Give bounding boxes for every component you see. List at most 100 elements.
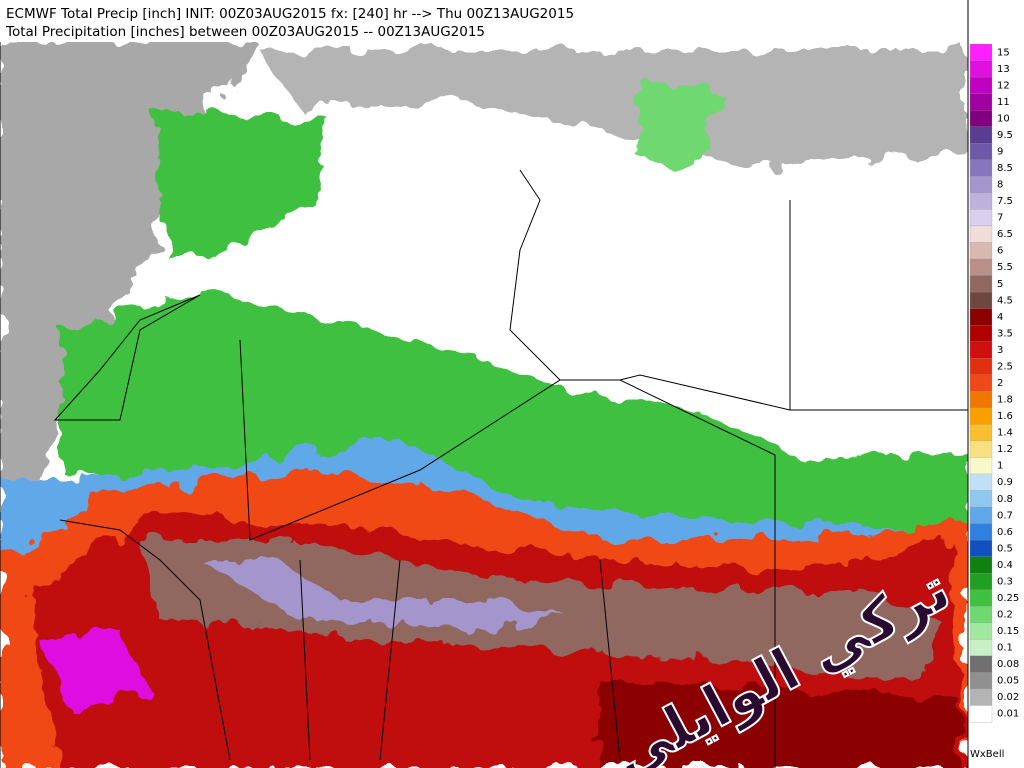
colorbar-label: 3 — [997, 345, 1003, 356]
colorbar-label: 3.5 — [997, 328, 1013, 339]
colorbar-swatch — [969, 324, 993, 343]
colorbar-swatch — [969, 556, 993, 574]
colorbar-swatch — [969, 506, 993, 525]
map — [0, 0, 969, 768]
dark-red-core — [600, 680, 960, 768]
colorbar-swatch — [969, 424, 993, 442]
purple-band — [200, 560, 560, 630]
colorbar-label: 7.5 — [997, 196, 1013, 207]
colorbar-label: 6 — [997, 246, 1003, 257]
colorbar-swatch — [969, 407, 993, 425]
colorbar-swatch — [969, 93, 993, 111]
colorbar-label: 12 — [997, 80, 1010, 91]
colorbar-swatch — [969, 209, 993, 227]
colorbar-label: 0.8 — [997, 494, 1013, 505]
colorbar-swatch — [969, 76, 993, 95]
colorbar-label: 1.6 — [997, 411, 1013, 422]
colorbar-label: 9 — [997, 146, 1003, 157]
med-light-precip — [260, 50, 968, 170]
colorbar-swatch — [969, 275, 993, 293]
colorbar-swatch — [969, 308, 993, 326]
magenta-core — [40, 630, 150, 710]
colorbar-label: 1 — [997, 461, 1003, 472]
colorbar-label: 0.02 — [997, 692, 1019, 703]
colorbar-swatch — [969, 109, 993, 128]
colorbar-swatch — [969, 159, 993, 177]
colorbar-swatch — [969, 358, 993, 376]
colorbar-swatch — [969, 705, 993, 723]
colorbar-swatch — [969, 490, 993, 508]
colorbar-swatch — [969, 655, 993, 674]
colorbar-label: 5.5 — [997, 262, 1013, 273]
colorbar-swatch — [969, 639, 993, 657]
colorbar-label: 0.05 — [997, 676, 1019, 687]
borders — [0, 0, 969, 768]
subtitle: Total Precipitation [inches] between 00Z… — [5, 24, 485, 40]
colorbar-swatch — [969, 126, 993, 144]
colorbar-swatch — [969, 43, 993, 62]
greece-precip — [640, 80, 720, 170]
colorbar-swatch — [969, 225, 993, 244]
colorbar-label: 0.4 — [997, 560, 1013, 571]
colorbar-swatch — [969, 539, 993, 558]
colorbar-swatch — [969, 573, 993, 591]
colorbar-label: 0.08 — [997, 659, 1019, 670]
colorbar-label: 8 — [997, 180, 1003, 191]
colorbar-label: 0.9 — [997, 477, 1013, 488]
colorbar-label: 2 — [997, 378, 1003, 389]
colorbar-label: 0.01 — [997, 709, 1019, 720]
colorbar-label: 1.8 — [997, 395, 1013, 406]
colorbar-swatch — [969, 440, 993, 459]
colorbar-swatch — [969, 391, 993, 409]
colorbar-label: 0.15 — [997, 626, 1019, 637]
border-lines-east — [509, 169, 968, 411]
colorbar-label: 4.5 — [997, 295, 1013, 306]
colorbar-swatch — [969, 473, 993, 492]
colorbar-label: 4 — [997, 312, 1003, 323]
title: ECMWF Total Precip [inch] INIT: 00Z03AUG… — [6, 6, 574, 22]
colorbar-label: 0.5 — [997, 543, 1013, 554]
colorbar-swatch — [969, 258, 993, 277]
colorbar-label: 7 — [997, 213, 1003, 224]
colorbar-label: 1.2 — [997, 444, 1013, 455]
colorbar-swatch — [969, 457, 993, 475]
colorbar-label: 0.2 — [997, 610, 1013, 621]
colorbar-label: 5 — [997, 279, 1003, 290]
colorbar-label: 10 — [997, 113, 1010, 124]
colorbar-label: 2.5 — [997, 361, 1013, 372]
colorbar-swatch — [969, 622, 993, 640]
colorbar-label: 6.5 — [997, 229, 1013, 240]
frame — [0, 0, 969, 768]
colorbar-swatch — [969, 523, 993, 541]
colorbar-swatch — [969, 672, 993, 690]
colorbar-label: 15 — [997, 47, 1010, 58]
colorbar-label: 9.5 — [997, 130, 1013, 141]
colorbar-label: 0.6 — [997, 527, 1013, 538]
colorbar-swatch — [969, 688, 993, 707]
colorbar-label: 8.5 — [997, 163, 1013, 174]
colorbar-swatch — [969, 589, 993, 607]
colorbar: 15131211109.598.587.576.565.554.543.532.… — [969, 43, 1019, 723]
colorbar-swatch — [969, 192, 993, 211]
colorbar-swatch — [969, 60, 993, 78]
colorbar-label: 0.25 — [997, 593, 1019, 604]
colorbar-label: 0.3 — [997, 576, 1013, 587]
logo: WxBell — [970, 749, 1004, 760]
colorbar-swatch — [969, 606, 993, 624]
colorbar-label: 11 — [997, 97, 1010, 108]
colorbar-swatch — [969, 374, 993, 392]
colorbar-swatch — [969, 291, 993, 310]
colorbar-swatch — [969, 242, 993, 260]
colorbar-label: 0.7 — [997, 510, 1013, 521]
colorbar-label: 0.1 — [997, 643, 1013, 654]
colorbar-label: 1.4 — [997, 428, 1013, 439]
atlas-precip — [150, 110, 330, 260]
colorbar-label: 13 — [997, 64, 1010, 75]
border-lines-south — [59, 519, 621, 761]
precip-field — [0, 42, 968, 768]
colorbar-swatch — [969, 176, 993, 194]
colorbar-swatch — [969, 143, 993, 161]
colorbar-swatch — [969, 341, 993, 359]
